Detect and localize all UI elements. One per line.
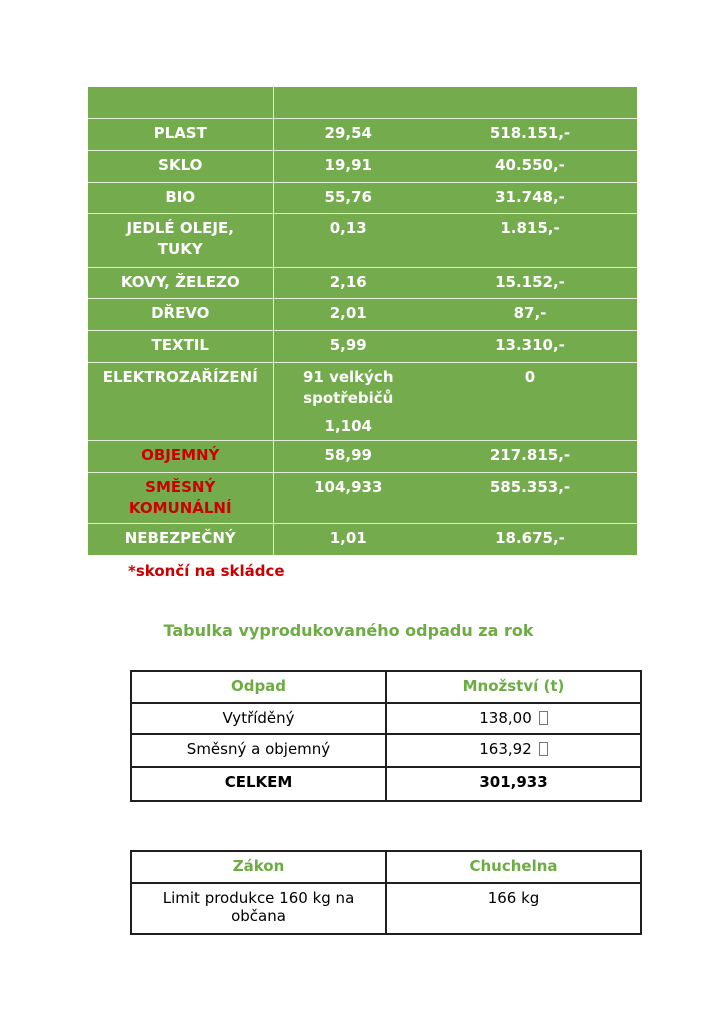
table-row: BIO 55,76 31.748,-: [88, 182, 637, 214]
table-row: OBJEMNÝ 58,99 217.815,-: [88, 440, 637, 473]
landfill-footnote: *skončí na skládce: [128, 562, 285, 580]
column-header-odpad: Odpad: [130, 670, 387, 704]
waste-category-label: DŘEVO: [88, 298, 274, 331]
table-header-row: [88, 87, 637, 119]
waste-cost: 40.550,-: [423, 150, 637, 183]
section-title: Tabulka vyprodukovaného odpadu za rok: [163, 621, 534, 640]
table-row: Limit produkce 160 kg na občana 166 kg: [130, 882, 642, 935]
waste-cost: 15.152,-: [423, 267, 637, 299]
waste-quantity: 58,99: [273, 440, 423, 473]
table-row: SKLO 19,91 40.550,-: [88, 150, 637, 183]
table-header-row: Odpad Množství (t): [130, 670, 642, 704]
table-header-row: Zákon Chuchelna: [130, 850, 642, 884]
waste-quantity-line1: 91 velkých spotřebičů: [302, 367, 394, 407]
waste-category-label: OBJEMNÝ: [88, 440, 274, 473]
limit-row-label: Limit produkce 160 kg na občana: [130, 882, 387, 935]
missing-glyph-box: [538, 742, 548, 756]
table-row: JEDLÉ OLEJE, TUKY 0,13 1.815,-: [88, 213, 637, 268]
column-header-mnozstvi: Množství (t): [385, 670, 642, 704]
missing-glyph-box: [538, 711, 548, 725]
produced-waste-table: Odpad Množství (t) Vytříděný 138,00 Směs…: [130, 670, 642, 802]
waste-quantity: 1,01: [329, 528, 367, 547]
waste-cost: 217.815,-: [423, 440, 637, 473]
waste-category-label: JEDLÉ OLEJE, TUKY: [88, 213, 274, 268]
waste-cost: 31.748,-: [423, 182, 637, 214]
waste-cost: 13.310,-: [423, 330, 637, 363]
produced-row-value: 138,00: [385, 702, 642, 735]
waste-quantity: 55,76: [273, 182, 423, 214]
waste-quantity: 5,99: [273, 330, 423, 363]
header-cell-empty: [273, 87, 423, 119]
waste-category-label: NEBEZPEČNÝ: [88, 523, 274, 555]
limit-row-value: 166 kg: [385, 882, 642, 935]
produced-row-label: Směsný a objemný: [130, 733, 387, 768]
column-header-chuchelna: Chuchelna: [385, 850, 642, 884]
waste-quantity: 0,13: [273, 213, 423, 268]
table-row: NEBEZPEČNÝ 1,01 18.675,-: [88, 523, 637, 555]
waste-quantity-line2: 1,104: [324, 416, 372, 435]
waste-category-label: PLAST: [88, 118, 274, 151]
waste-category-label: SMĚSNÝ KOMUNÁLNÍ: [88, 472, 274, 524]
produced-row-value: 163,92: [385, 733, 642, 768]
waste-category-label: BIO: [88, 182, 274, 214]
waste-quantity: 2,01: [273, 298, 423, 331]
waste-quantity: 91 velkých spotřebičů 1,104: [273, 362, 423, 441]
quantity-value: 138,00: [479, 709, 532, 727]
waste-category-label: TEXTIL: [88, 330, 274, 363]
waste-category-label: KOVY, ŽELEZO: [88, 267, 274, 299]
waste-cost: 1.815,-: [423, 213, 637, 268]
waste-quantity: 2,16: [273, 267, 423, 299]
waste-cost: 18.675,-: [495, 528, 565, 547]
table-row: TEXTIL 5,99 13.310,-: [88, 330, 637, 363]
header-cell-empty: [423, 87, 637, 119]
waste-quantity: 104,933: [273, 472, 423, 524]
waste-cost: 87,-: [423, 298, 637, 331]
column-header-zakon: Zákon: [130, 850, 387, 884]
table-row: Vytříděný 138,00: [130, 702, 642, 735]
waste-cost: 518.151,-: [423, 118, 637, 151]
produced-row-label: Vytříděný: [130, 702, 387, 735]
header-cell-empty: [88, 87, 274, 119]
produced-total-value: 301,933: [385, 766, 642, 802]
table-row: KOVY, ŽELEZO 2,16 15.152,-: [88, 267, 637, 299]
table-row: ELEKTROZAŘÍZENÍ 91 velkých spotřebičů 1,…: [88, 362, 637, 441]
quantity-value: 163,92: [479, 740, 532, 758]
waste-quantity: 19,91: [273, 150, 423, 183]
waste-category-label: ELEKTROZAŘÍZENÍ: [88, 362, 274, 441]
waste-category-label: SKLO: [88, 150, 274, 183]
table-row: CELKEM 301,933: [130, 766, 642, 802]
table-row: Směsný a objemný 163,92: [130, 733, 642, 768]
waste-cost: 585.353,-: [423, 472, 637, 524]
limit-table: Zákon Chuchelna Limit produkce 160 kg na…: [130, 850, 642, 935]
waste-cost: 0: [423, 362, 637, 441]
table-row: SMĚSNÝ KOMUNÁLNÍ 104,933 585.353,-: [88, 472, 637, 524]
table-row: DŘEVO 2,01 87,-: [88, 298, 637, 331]
produced-total-label: CELKEM: [130, 766, 387, 802]
waste-statistics-table: PLAST 29,54 518.151,- SKLO 19,91 40.550,…: [88, 87, 637, 555]
waste-quantity: 29,54: [273, 118, 423, 151]
table-row: PLAST 29,54 518.151,-: [88, 118, 637, 151]
